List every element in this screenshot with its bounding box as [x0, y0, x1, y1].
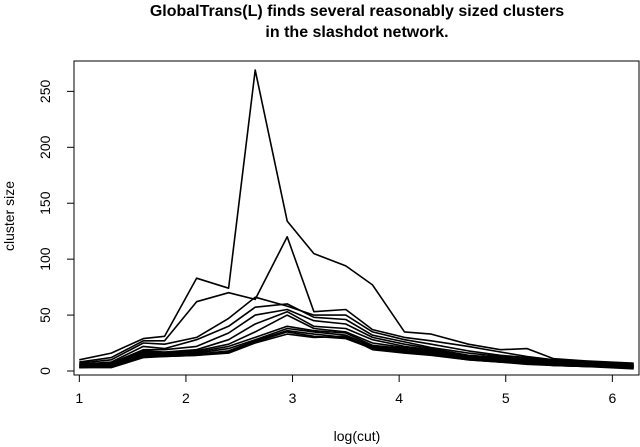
series-layer — [79, 69, 634, 370]
y-tick-label-0: 0 — [37, 367, 53, 375]
x-tick-label-2: 2 — [182, 390, 190, 406]
series-line-2 — [79, 236, 634, 366]
y-tick-label-200: 200 — [37, 135, 53, 159]
x-axis-label: log(cut) — [334, 428, 381, 444]
y-tick-label-150: 150 — [37, 191, 53, 215]
chart-title-line-1: GlobalTrans(L) finds several reasonably … — [150, 3, 564, 20]
chart-title-line-2: in the slashdot network. — [265, 24, 448, 41]
x-tick-label-6: 6 — [608, 390, 616, 406]
x-axis: 1 2 3 4 5 6 — [75, 374, 616, 406]
x-tick-label-1: 1 — [75, 390, 83, 406]
plot-frame — [73, 60, 640, 376]
y-tick-label-100: 100 — [37, 247, 53, 271]
x-tick-label-4: 4 — [395, 390, 403, 406]
y-axis-label: cluster size — [1, 181, 17, 251]
y-axis: 0 50 100 150 200 250 — [37, 80, 75, 375]
series-line-1 — [79, 69, 634, 364]
series-line-3 — [79, 296, 634, 366]
y-tick-label-250: 250 — [37, 80, 53, 104]
x-tick-label-3: 3 — [289, 390, 297, 406]
series-line-7 — [79, 314, 634, 368]
series-line-12 — [79, 333, 634, 370]
series-line-5 — [79, 308, 634, 367]
series-line-4 — [79, 303, 634, 367]
y-tick-label-50: 50 — [37, 307, 53, 323]
x-tick-label-5: 5 — [502, 390, 510, 406]
